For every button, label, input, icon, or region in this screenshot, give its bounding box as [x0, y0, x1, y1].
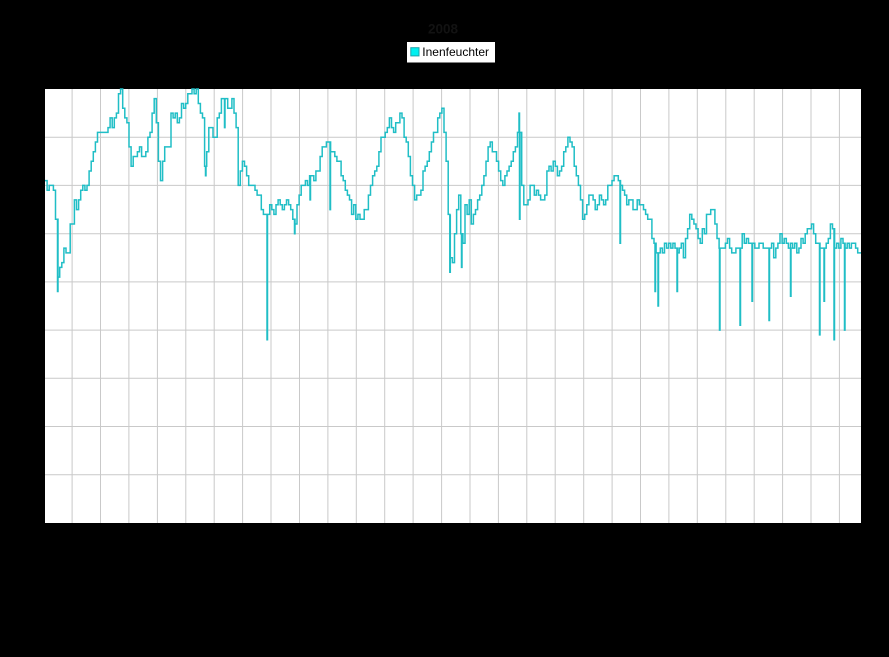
svg-text:Inenfeuchter: Inenfeuchter: [422, 45, 489, 59]
svg-text:2008: 2008: [428, 22, 459, 37]
